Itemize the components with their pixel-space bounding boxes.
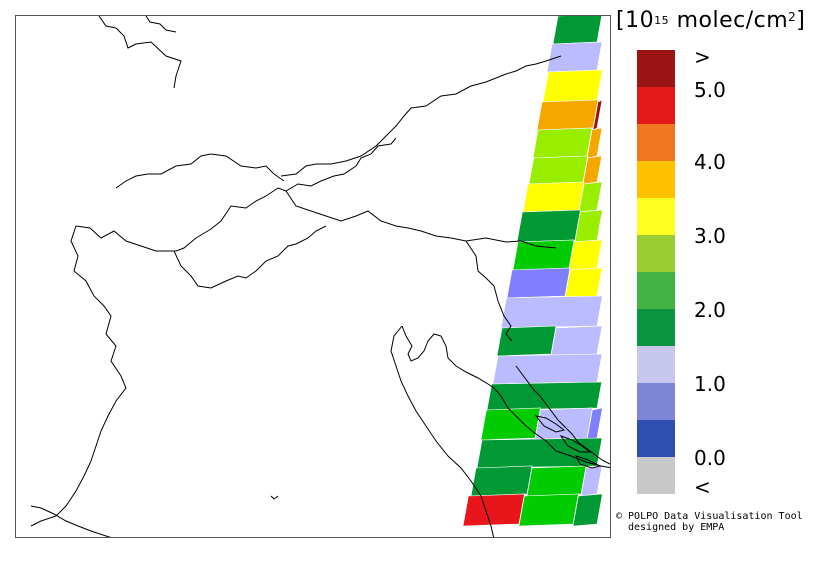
swath-pixel bbox=[480, 407, 541, 441]
border-italy-west bbox=[30, 225, 127, 527]
swath-pixel bbox=[512, 239, 575, 271]
colorbar-swatch bbox=[637, 198, 675, 235]
border-switzerland bbox=[75, 137, 397, 252]
swath-pixel bbox=[470, 465, 533, 497]
unit-middle: molec/cm bbox=[669, 8, 789, 33]
colorbar-swatch bbox=[637, 309, 675, 346]
colorbar-swatch bbox=[637, 50, 675, 87]
swath-pixel bbox=[476, 437, 603, 469]
swath-pixel bbox=[586, 127, 603, 159]
swath-pixel bbox=[462, 493, 525, 527]
swath-pixel bbox=[522, 181, 585, 213]
coast-ligurian bbox=[30, 505, 112, 537]
tick-label-1: 1.0 bbox=[694, 372, 726, 396]
map-canvas bbox=[30, 16, 610, 537]
swath-pixel bbox=[564, 267, 603, 299]
swath-pixel bbox=[518, 493, 579, 527]
colorbar-swatch bbox=[637, 383, 675, 420]
country-borders bbox=[30, 16, 610, 537]
swath-pixel bbox=[582, 155, 603, 185]
swath-pixel bbox=[500, 295, 603, 329]
swath-pixel bbox=[516, 209, 581, 243]
swath-pixel bbox=[534, 407, 593, 441]
legend-unit-title: [1015 molec/cm2] bbox=[616, 8, 805, 33]
colorbar-swatch bbox=[637, 87, 675, 124]
swath-pixel bbox=[552, 16, 602, 45]
tick-label-lt: < bbox=[694, 475, 711, 499]
swath-pixel bbox=[528, 155, 589, 185]
coast-adriatic bbox=[401, 325, 610, 469]
swath-pixel bbox=[526, 465, 587, 497]
swath-pixel bbox=[496, 325, 557, 357]
tick-label-2: 2.0 bbox=[694, 298, 726, 322]
unit-suffix: ] bbox=[796, 8, 806, 33]
border-swiss-north bbox=[115, 153, 285, 189]
credit-line-1: © POLPO Data Visualisation Tool bbox=[616, 511, 803, 522]
tick-label-3: 3.0 bbox=[694, 224, 726, 248]
coast-croatia-islands bbox=[515, 365, 610, 465]
colorbar bbox=[637, 50, 675, 494]
border-france-germany bbox=[98, 16, 182, 89]
island-2 bbox=[559, 434, 592, 453]
swath-pixel bbox=[492, 353, 603, 385]
unit-exponent: 15 bbox=[654, 14, 670, 27]
unit-prefix: [10 bbox=[616, 8, 655, 33]
island-3 bbox=[575, 455, 602, 469]
border-swiss-italy bbox=[173, 225, 327, 289]
border-austria-italy bbox=[285, 190, 557, 249]
island-1 bbox=[534, 415, 566, 433]
unit-squared: 2 bbox=[788, 10, 797, 24]
tick-label-0: 0.0 bbox=[694, 446, 726, 470]
colorbar-swatch bbox=[637, 457, 675, 494]
swath-pixel bbox=[536, 99, 599, 131]
coast-italy-east bbox=[390, 325, 495, 537]
map-panel[interactable] bbox=[15, 15, 611, 538]
credit-line-2: designed by EMPA bbox=[628, 522, 725, 533]
colorbar-swatch bbox=[637, 272, 675, 309]
swath-pixel bbox=[532, 127, 593, 159]
border-germany-north bbox=[145, 16, 177, 33]
swath-pixel bbox=[578, 181, 603, 213]
swath-pixel bbox=[592, 99, 603, 131]
colorbar-swatch bbox=[637, 235, 675, 272]
border-austria-north bbox=[280, 55, 562, 177]
colorbar-swatch bbox=[637, 346, 675, 383]
swath-pixel bbox=[550, 325, 603, 357]
swath-pixel bbox=[574, 209, 603, 243]
colorbar-swatch bbox=[637, 420, 675, 457]
satellite-swath bbox=[462, 16, 603, 527]
colorbar-swatch bbox=[637, 161, 675, 198]
swath-pixel bbox=[486, 381, 603, 411]
tick-label-5: 5.0 bbox=[694, 78, 726, 102]
swath-pixel bbox=[568, 239, 603, 271]
swath-pixel bbox=[546, 41, 603, 73]
tick-label-4: 4.0 bbox=[694, 150, 726, 174]
border-slovenia bbox=[465, 240, 513, 342]
border-monaco bbox=[270, 495, 279, 500]
swath-pixel bbox=[542, 69, 603, 103]
colorbar-swatch bbox=[637, 124, 675, 161]
swath-pixel bbox=[506, 267, 571, 299]
tick-label-gt: > bbox=[694, 45, 711, 69]
swath-pixel bbox=[572, 493, 603, 527]
